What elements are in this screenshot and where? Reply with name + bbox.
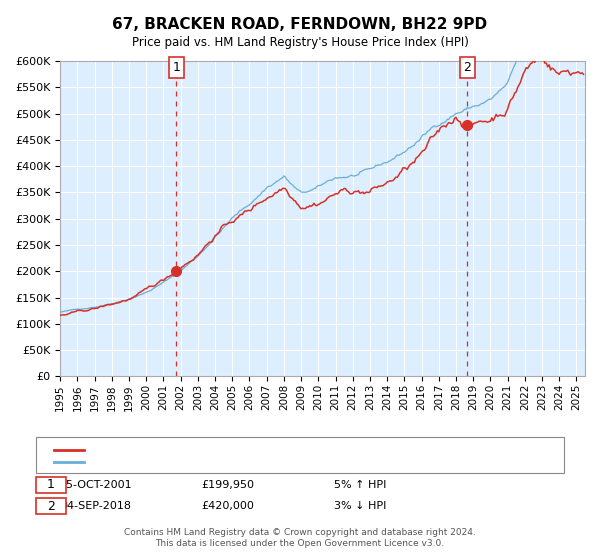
- Text: £199,950: £199,950: [202, 480, 254, 490]
- Text: 67, BRACKEN ROAD, FERNDOWN, BH22 9PD (detached house): 67, BRACKEN ROAD, FERNDOWN, BH22 9PD (de…: [90, 445, 415, 455]
- Text: 5% ↑ HPI: 5% ↑ HPI: [334, 480, 386, 490]
- Text: 2: 2: [464, 61, 472, 74]
- Text: 2: 2: [47, 500, 55, 513]
- Text: 1: 1: [172, 61, 180, 74]
- Text: Contains HM Land Registry data © Crown copyright and database right 2024.
This d: Contains HM Land Registry data © Crown c…: [124, 528, 476, 548]
- Text: 04-SEP-2018: 04-SEP-2018: [61, 501, 131, 511]
- Text: HPI: Average price, detached house, Dorset: HPI: Average price, detached house, Dors…: [90, 457, 317, 467]
- Text: Price paid vs. HM Land Registry's House Price Index (HPI): Price paid vs. HM Land Registry's House …: [131, 36, 469, 49]
- Text: 05-OCT-2001: 05-OCT-2001: [59, 480, 133, 490]
- Text: 67, BRACKEN ROAD, FERNDOWN, BH22 9PD: 67, BRACKEN ROAD, FERNDOWN, BH22 9PD: [112, 17, 488, 32]
- Text: £420,000: £420,000: [202, 501, 254, 511]
- Text: 3% ↓ HPI: 3% ↓ HPI: [334, 501, 386, 511]
- Text: 1: 1: [47, 478, 55, 492]
